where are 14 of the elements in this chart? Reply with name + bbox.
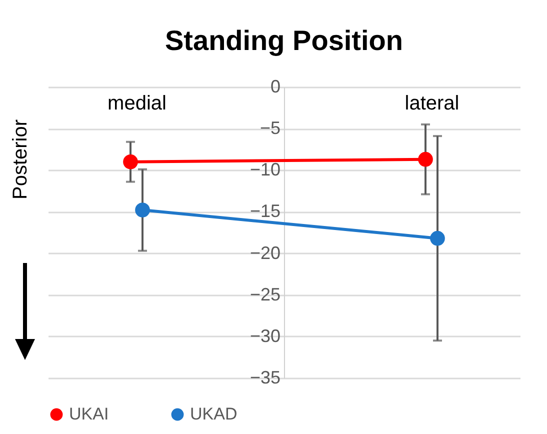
chart-title: Standing Position [165,25,403,56]
x-tick-label: medial [108,92,166,114]
y-axis-title: Posterior [10,118,32,202]
y-tick-label: 0 [270,76,280,96]
y-tick-label: −15 [250,201,280,222]
y-tick-label: −35 [250,368,280,388]
y-tick-label: −25 [250,284,280,304]
y-tick-label: −5 [260,118,280,138]
legend-label: UKAI [69,404,109,424]
x-tick-label: lateral [404,92,460,114]
y-tick-label: −30 [250,326,280,346]
y-tick-label: −10 [250,160,280,180]
legend-label: UKAD [190,404,238,424]
y-tick-label: −20 [250,242,280,263]
